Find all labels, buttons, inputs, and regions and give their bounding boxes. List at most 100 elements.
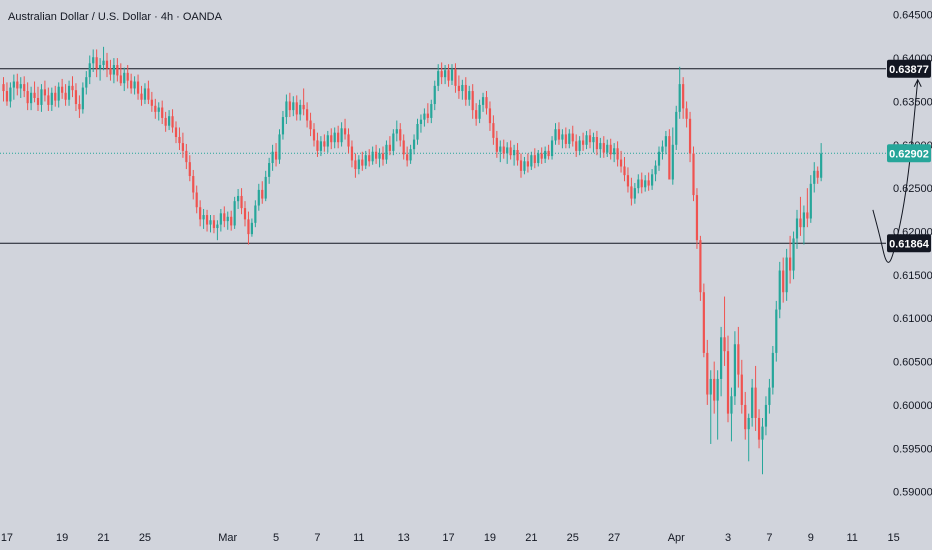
- candle-body: [475, 110, 478, 119]
- candle-body: [274, 151, 278, 160]
- candle-body: [150, 99, 153, 106]
- candle-body: [661, 146, 664, 152]
- candle: [102, 46, 105, 71]
- candle: [50, 87, 53, 111]
- candle-body: [271, 151, 274, 164]
- candle: [764, 396, 768, 436]
- x-tick-label: 5: [273, 532, 279, 544]
- candle-body: [785, 257, 788, 293]
- candle-body: [95, 57, 98, 69]
- candle: [554, 123, 557, 145]
- candle: [85, 71, 88, 95]
- candle: [112, 58, 115, 84]
- candle-body: [433, 85, 436, 105]
- candle: [233, 196, 236, 229]
- candle: [813, 162, 816, 193]
- candle: [64, 84, 67, 106]
- candle: [388, 136, 391, 156]
- candle: [533, 148, 536, 169]
- candle-body: [419, 119, 423, 124]
- candle-body: [78, 104, 81, 110]
- candle-body: [809, 183, 812, 219]
- price-axis: 0.645000.640000.635000.630000.625000.620…: [893, 10, 932, 499]
- candle: [799, 196, 802, 236]
- candle: [412, 134, 416, 155]
- candle: [9, 82, 12, 108]
- candle: [95, 49, 98, 78]
- candle-body: [388, 144, 391, 151]
- candle: [789, 235, 792, 284]
- candle: [564, 127, 567, 149]
- candle-body: [157, 107, 160, 112]
- candle-body: [816, 170, 819, 178]
- candle: [12, 74, 15, 100]
- candle: [795, 209, 799, 249]
- candle-body: [261, 189, 264, 199]
- candle: [623, 156, 626, 182]
- candle-body: [802, 212, 805, 228]
- x-tick-label: 25: [567, 532, 579, 544]
- candle: [519, 153, 523, 178]
- candle: [671, 127, 674, 185]
- candle: [509, 140, 512, 160]
- candle-body: [775, 309, 778, 353]
- candle: [713, 361, 716, 414]
- candle: [430, 99, 433, 124]
- candle-body: [368, 155, 371, 162]
- x-tick-label: 3: [725, 532, 731, 544]
- candle-body: [185, 150, 188, 163]
- candle: [585, 130, 588, 150]
- candle-body: [464, 84, 467, 100]
- projection-arrowhead: [913, 78, 922, 87]
- candle: [699, 235, 702, 301]
- candle: [43, 80, 46, 102]
- candle-body: [585, 135, 588, 145]
- candle: [754, 365, 757, 431]
- candle: [433, 80, 436, 111]
- svg-text:0.63877: 0.63877: [889, 64, 929, 76]
- candle: [709, 370, 712, 444]
- candle: [399, 123, 402, 147]
- candle: [740, 359, 743, 414]
- candle-body: [633, 188, 636, 199]
- candle-body: [744, 404, 747, 430]
- candle-body: [312, 129, 316, 141]
- candle: [475, 103, 478, 126]
- candle: [330, 128, 333, 150]
- candle: [74, 83, 78, 111]
- candle-body: [188, 162, 191, 177]
- candle-body: [323, 141, 326, 147]
- candle-body: [695, 195, 699, 241]
- candle-body: [74, 90, 78, 105]
- candle-body: [36, 97, 40, 105]
- candle-body: [778, 270, 781, 310]
- candle-body: [181, 143, 184, 151]
- candle: [278, 129, 281, 164]
- candle: [271, 144, 274, 171]
- chart-title: Australian Dollar / U.S. Dollar · 4h · O…: [8, 11, 223, 23]
- candle-body: [319, 141, 322, 151]
- x-tick-label: 21: [97, 532, 109, 544]
- candle: [150, 91, 153, 112]
- candle: [323, 134, 326, 152]
- candle: [281, 110, 285, 140]
- candle-body: [168, 116, 171, 126]
- candle-body: [709, 378, 712, 395]
- candle: [657, 146, 661, 171]
- candle-body: [340, 128, 343, 143]
- candle-body: [226, 216, 229, 222]
- x-tick-label: 7: [766, 532, 772, 544]
- candle-body: [54, 92, 57, 101]
- candle: [36, 86, 40, 111]
- candle: [157, 102, 160, 121]
- candle-body: [30, 92, 33, 104]
- candle-body: [161, 107, 164, 118]
- candle: [592, 132, 595, 153]
- candle-body: [278, 134, 281, 160]
- candle-body: [199, 207, 202, 220]
- candle: [568, 129, 571, 149]
- candle: [240, 188, 243, 215]
- candle: [419, 114, 423, 133]
